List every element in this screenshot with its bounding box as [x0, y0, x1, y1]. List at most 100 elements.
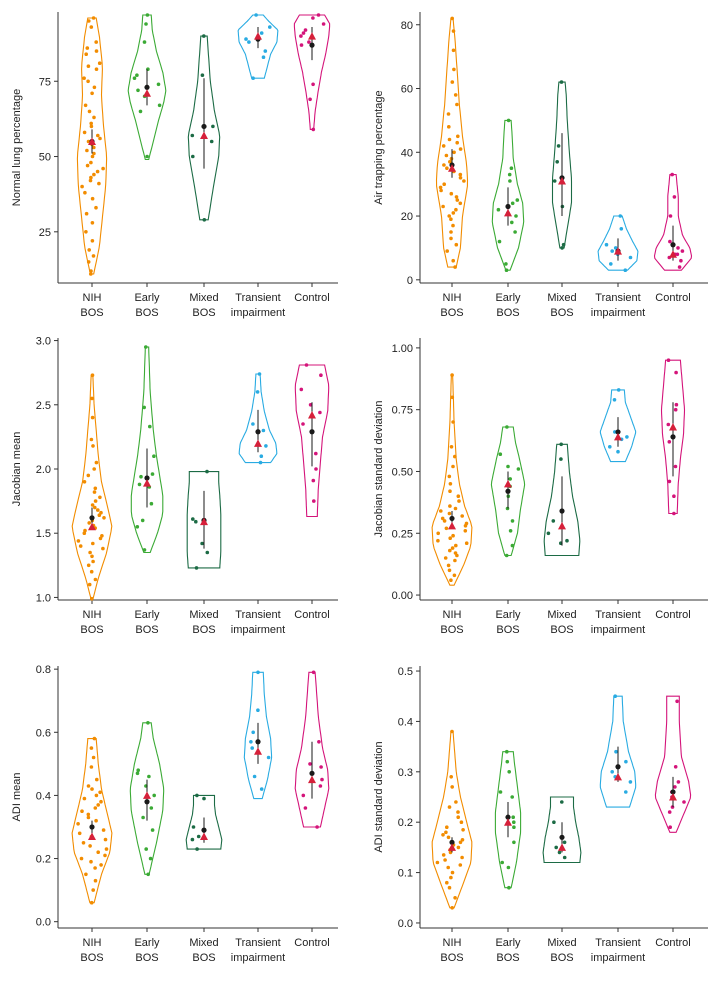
data-point	[454, 195, 459, 199]
x-tick-label: impairment	[591, 624, 645, 636]
y-axis-title: Air trapping percentage	[373, 90, 385, 204]
data-point	[93, 806, 98, 810]
data-point	[311, 127, 316, 132]
data-point	[511, 815, 515, 819]
data-point	[314, 451, 318, 456]
data-point	[510, 519, 515, 523]
data-point	[205, 550, 210, 555]
median-marker	[143, 479, 151, 487]
data-point	[449, 875, 453, 880]
data-point	[510, 201, 515, 206]
data-point	[448, 850, 453, 855]
data-point	[444, 526, 449, 531]
data-point	[148, 856, 153, 861]
data-point	[89, 121, 93, 126]
data-point	[446, 835, 451, 840]
data-point	[557, 850, 562, 855]
data-point	[90, 373, 95, 378]
data-point	[456, 845, 461, 850]
violin-outline	[490, 426, 526, 557]
median-marker	[614, 772, 622, 781]
data-point	[450, 870, 455, 875]
data-point	[250, 746, 254, 750]
data-point	[445, 249, 450, 253]
data-point	[319, 765, 323, 769]
data-point	[104, 847, 109, 851]
data-point	[619, 227, 624, 231]
data-point	[86, 563, 91, 568]
y-axis-title: ADI standard deviation	[373, 741, 385, 852]
data-point	[312, 499, 316, 503]
data-point	[91, 16, 96, 20]
data-point	[195, 847, 199, 851]
data-point	[506, 464, 510, 469]
data-point	[450, 729, 454, 734]
data-point	[299, 43, 304, 47]
data-point	[512, 825, 516, 829]
data-point	[94, 40, 98, 44]
x-tick-label: Control	[655, 609, 690, 621]
data-point	[514, 214, 518, 218]
x-tick-label: Mixed	[189, 609, 218, 621]
y-tick-label: 0.1	[398, 868, 413, 880]
data-point	[463, 524, 468, 528]
data-point	[77, 831, 82, 836]
y-tick-label: 0.2	[36, 854, 51, 866]
data-point	[451, 258, 456, 263]
data-point	[256, 708, 260, 712]
y-tick-label: 2.0	[36, 464, 51, 476]
data-point	[98, 136, 102, 141]
data-point	[91, 444, 95, 448]
data-point	[89, 160, 93, 165]
data-point	[315, 825, 319, 829]
x-tick-label: BOS	[80, 624, 103, 636]
data-point	[263, 49, 268, 53]
data-point	[85, 46, 90, 50]
data-point	[448, 160, 452, 164]
data-point	[251, 730, 255, 735]
data-point	[87, 521, 91, 525]
median-marker	[558, 843, 566, 851]
data-point	[318, 410, 322, 415]
data-point	[92, 467, 96, 471]
data-point	[98, 536, 103, 541]
data-point	[610, 770, 614, 774]
x-tick-label: BOS	[135, 952, 158, 964]
data-point	[447, 568, 452, 573]
median-marker	[504, 479, 512, 488]
y-tick-label: 40	[401, 147, 413, 159]
data-point	[451, 223, 455, 228]
data-point	[91, 888, 95, 892]
data-point	[266, 755, 271, 760]
mean-marker	[559, 508, 565, 514]
median-marker	[143, 89, 151, 97]
x-tick-label: BOS	[440, 307, 463, 319]
data-point	[101, 828, 106, 832]
data-point	[82, 531, 87, 535]
data-point	[510, 795, 514, 799]
data-point	[682, 800, 686, 804]
data-point	[93, 878, 98, 883]
data-point	[76, 539, 81, 543]
data-point	[448, 504, 452, 508]
data-point	[194, 519, 198, 524]
data-point	[505, 749, 509, 754]
data-point	[604, 242, 609, 247]
data-point	[202, 34, 206, 38]
data-point	[94, 818, 98, 823]
y-tick-label: 0.75	[392, 405, 413, 417]
data-point	[89, 746, 94, 750]
data-point	[258, 460, 263, 465]
data-point	[99, 863, 103, 867]
data-point	[90, 415, 95, 420]
median-marker	[254, 32, 262, 40]
x-tick-label: BOS	[496, 952, 519, 964]
x-tick-label: Transient	[595, 292, 640, 304]
data-point	[675, 252, 680, 257]
data-point	[92, 145, 96, 150]
data-point	[666, 358, 671, 363]
data-point	[446, 563, 451, 568]
mean-marker	[449, 839, 455, 845]
data-point	[91, 559, 95, 564]
data-point	[666, 422, 671, 427]
